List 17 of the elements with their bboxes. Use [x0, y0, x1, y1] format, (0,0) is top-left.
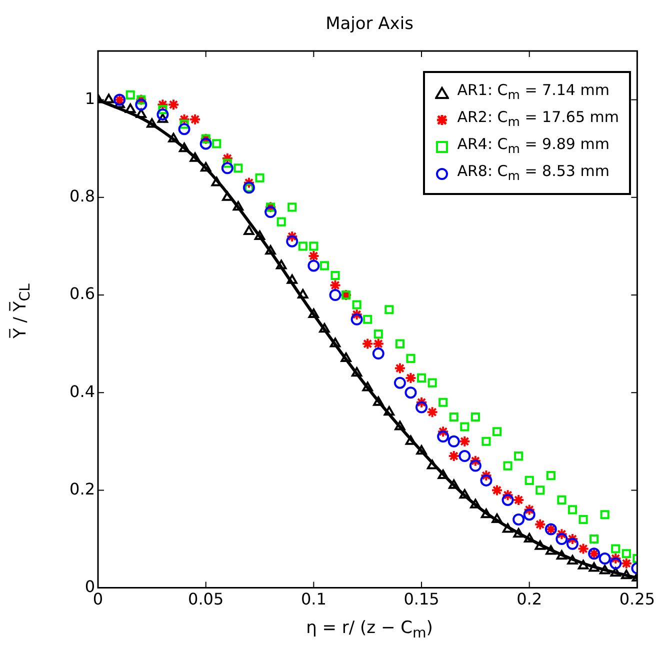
y-tick-label: 0.2 [70, 479, 95, 498]
y-tick-label: 0.8 [70, 186, 95, 206]
x-axis-title: η = r/ (z − C$_{m}$) [305, 618, 434, 642]
y-tick-label: 0.4 [70, 382, 95, 401]
y-tick-label: 1 [84, 88, 95, 108]
legend-label: AR4: C$_{m}$ = 9.89 mm [457, 134, 610, 158]
y-tick-label: 0.6 [70, 284, 95, 304]
y-tick-label: 0 [84, 576, 95, 596]
x-tick-label: 0.25 [619, 590, 655, 609]
x-tick-label: 0.15 [404, 590, 440, 609]
legend-label: AR2: C$_{m}$ = 17.65 mm [457, 107, 619, 131]
legend-label: AR8: C$_{m}$ = 8.53 mm [457, 161, 610, 185]
x-tick-label: 0.2 [516, 590, 542, 609]
x-tick-label: 0.05 [188, 590, 224, 609]
x-tick-label: 0.1 [300, 590, 326, 609]
chart-title: Major Axis [324, 14, 414, 34]
legend-label: AR1: C$_{m}$ = 7.14 mm [457, 80, 610, 104]
